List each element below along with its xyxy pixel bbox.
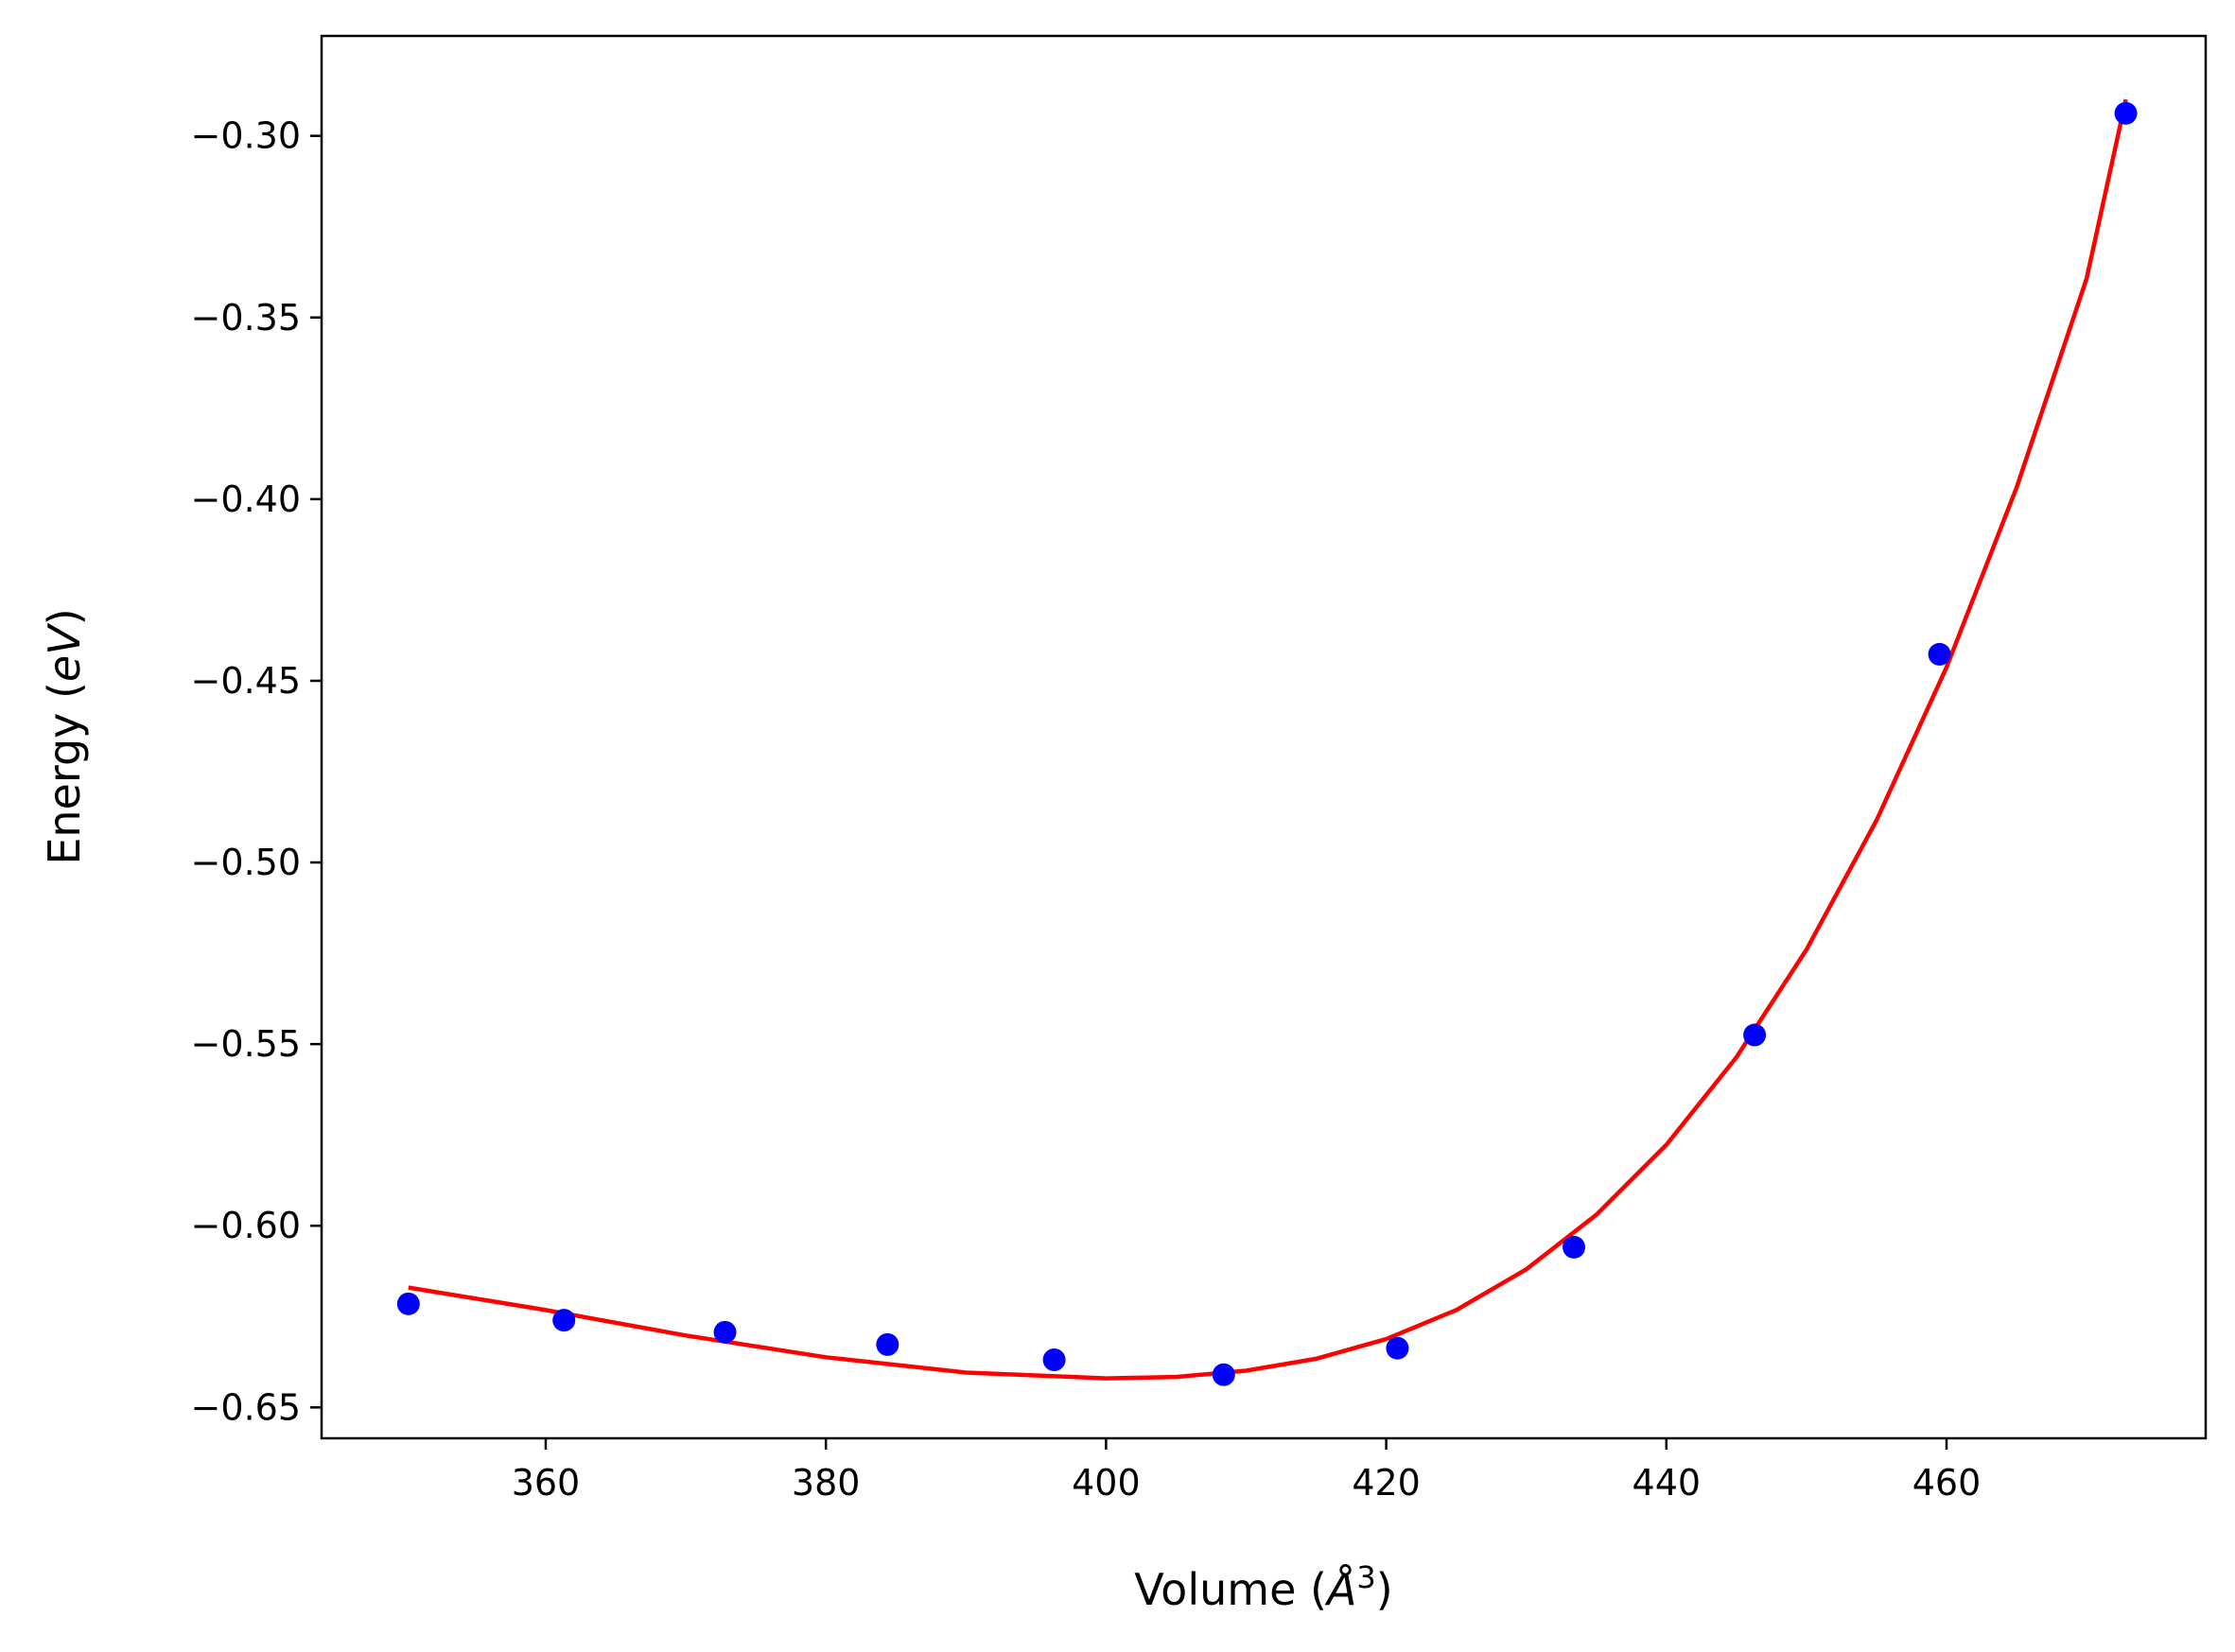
y-tick-label: −0.50 bbox=[191, 842, 301, 883]
data-point bbox=[1042, 1348, 1066, 1372]
data-point bbox=[552, 1309, 576, 1332]
x-axis: 360 380 400 420 440 460 bbox=[512, 1438, 1982, 1504]
x-tick-label: 360 bbox=[512, 1462, 581, 1504]
data-point bbox=[1743, 1023, 1767, 1047]
plot-area bbox=[396, 98, 2138, 1386]
data-point bbox=[1386, 1336, 1409, 1360]
data-point bbox=[396, 1292, 420, 1315]
y-tick-label: −0.65 bbox=[191, 1386, 301, 1428]
data-point bbox=[1212, 1363, 1235, 1386]
data-point bbox=[1928, 642, 1951, 666]
y-tick-label: −0.55 bbox=[191, 1023, 301, 1065]
x-tick-label: 400 bbox=[1072, 1462, 1141, 1504]
data-point bbox=[1563, 1235, 1586, 1259]
x-tick-label: 380 bbox=[792, 1462, 861, 1504]
fit-curve bbox=[408, 98, 2128, 1381]
y-tick-label: −0.30 bbox=[191, 115, 301, 157]
data-point bbox=[876, 1332, 899, 1356]
y-tick-label: −0.35 bbox=[191, 297, 301, 339]
x-tick-label: 440 bbox=[1633, 1462, 1702, 1504]
x-tick-label: 460 bbox=[1912, 1462, 1982, 1504]
x-tick-label: 420 bbox=[1352, 1462, 1421, 1504]
data-point bbox=[713, 1320, 737, 1344]
y-tick-label: −0.40 bbox=[191, 478, 301, 520]
y-axis-label: Energy (eV) bbox=[39, 608, 90, 864]
y-tick-label: −0.45 bbox=[191, 660, 301, 702]
axes-frame bbox=[320, 34, 2208, 1440]
data-point bbox=[2114, 101, 2138, 125]
y-axis: −0.30 −0.35 −0.40 −0.45 −0.50 −0.55 −0.60 −0.65 bbox=[191, 115, 322, 1428]
y-tick-label: −0.60 bbox=[191, 1205, 301, 1246]
x-axis-label: Volume (Å3) bbox=[1134, 1559, 1392, 1615]
